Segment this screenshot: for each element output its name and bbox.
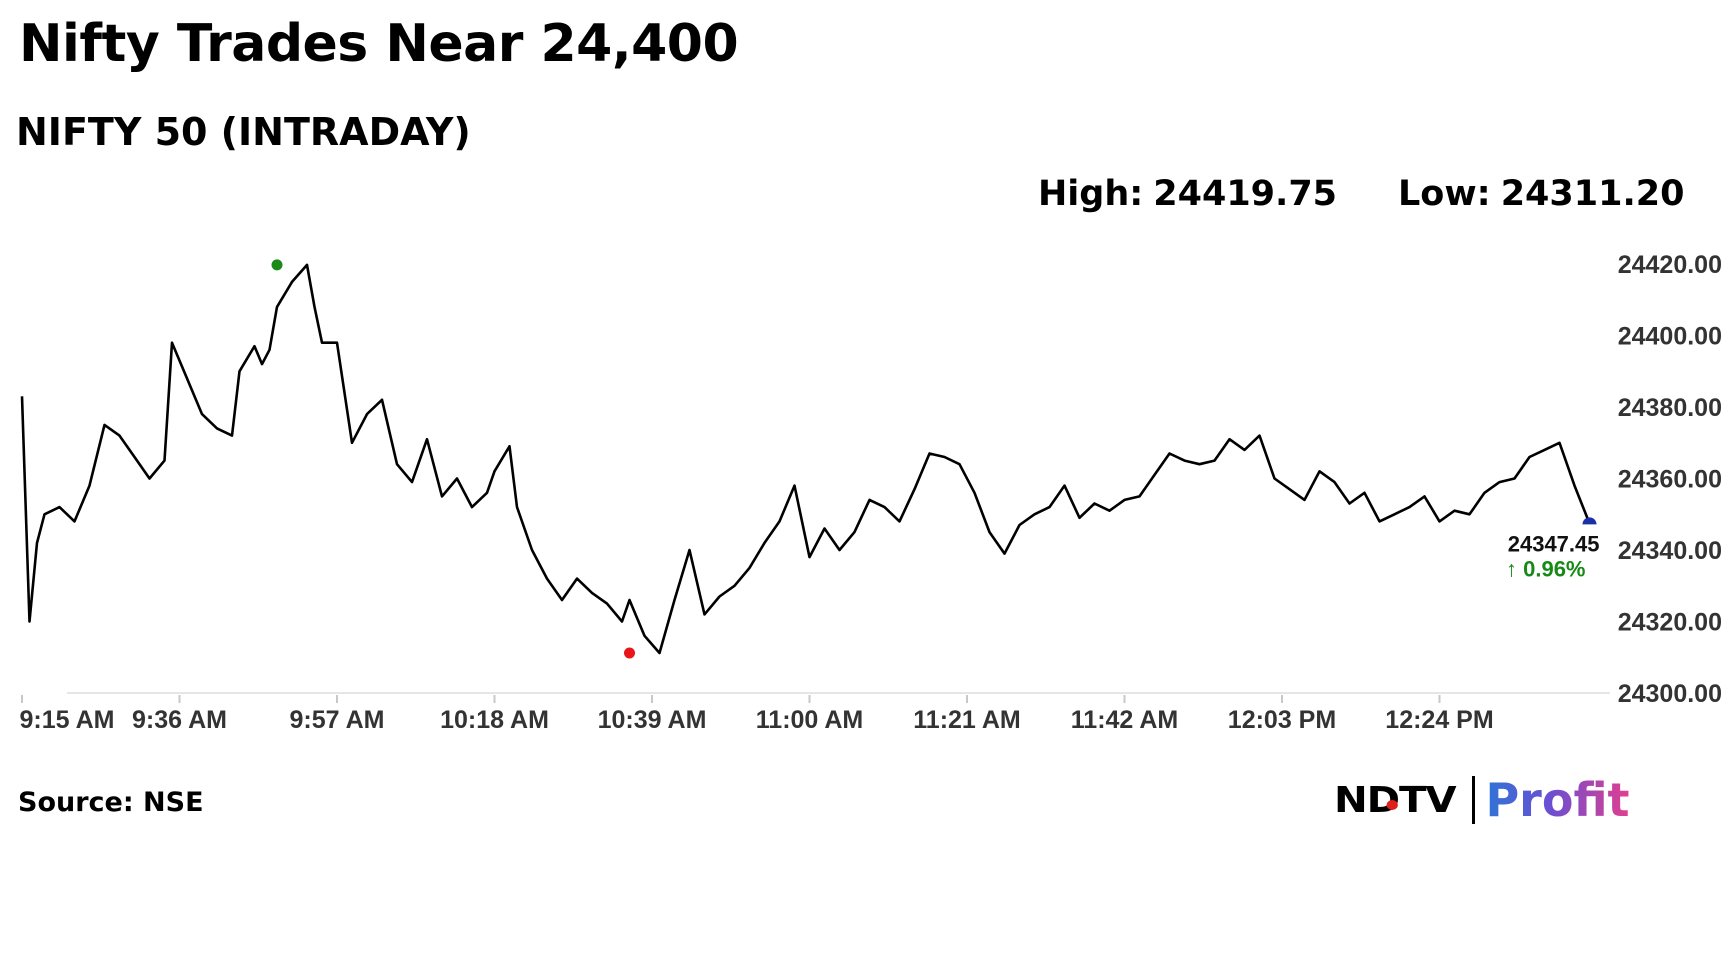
logo-ndtv: NDTV [1334,780,1457,821]
y-tick-label: 24320.00 [1618,609,1722,637]
ndtv-profit-logo: NDTV Profit [1334,772,1630,828]
logo-profit: Profit [1485,773,1630,827]
source-note: Source: NSE [18,787,204,818]
y-tick-label: 24420.00 [1618,251,1722,279]
low-marker [624,647,635,659]
x-tick-label: 12:03 PM [1228,706,1336,734]
price-line [20,263,1591,655]
x-tick-label: 9:36 AM [132,706,227,734]
x-tick-label: 11:00 AM [756,706,863,734]
high-marker [271,259,283,271]
logo-red-dot-icon [1386,799,1398,810]
low-label: Low: [1398,174,1491,214]
chart-subtitle: NIFTY 50 (INTRADAY) [16,110,471,154]
high-label: High: [1038,174,1144,214]
last-value-label: 24347.45 [1508,531,1600,556]
x-tick-label: 9:15 AM [20,706,115,734]
y-tick-label: 24360.00 [1618,466,1722,494]
logo-separator [1472,776,1476,824]
low-value: 24311.20 [1500,174,1685,214]
x-tick-label: 12:24 PM [1385,706,1493,734]
y-tick-label: 24380.00 [1618,394,1722,422]
x-tick-label: 10:18 AM [440,706,549,734]
chart-headline: Nifty Trades Near 24,400 [19,14,739,74]
x-tick-label: 10:39 AM [598,706,707,734]
x-tick-label: 9:57 AM [290,706,385,734]
y-tick-label: 24340.00 [1618,537,1722,565]
last-price-marker [1582,517,1597,525]
high-stat: High: 24419.75 [1038,174,1337,214]
high-value: 24419.75 [1153,174,1338,214]
y-tick-label: 24300.00 [1618,680,1722,708]
low-stat: Low: 24311.20 [1398,174,1684,214]
change-percent-label: ↑ 0.96% [1506,556,1586,581]
x-tick-label: 11:42 AM [1071,706,1178,734]
x-tick-label: 11:21 AM [913,706,1020,734]
y-tick-label: 24400.00 [1618,323,1722,351]
